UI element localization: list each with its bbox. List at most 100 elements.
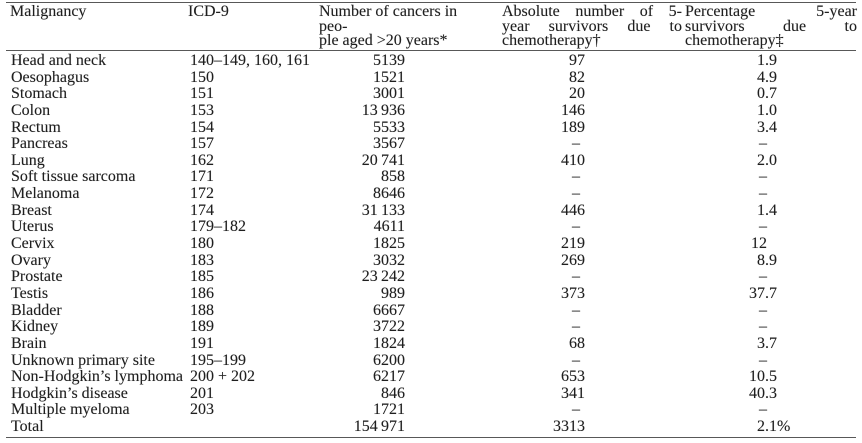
cell-icd9: 195–199 (190, 351, 246, 369)
cell-absolute: – (572, 301, 580, 319)
cell-icd9: 153 (190, 101, 214, 119)
cell-cancers: 154 971 (353, 418, 405, 436)
cell-absolute: 219 (561, 235, 585, 253)
cell-malignancy: Multiple myeloma (11, 401, 130, 419)
cell-absolute: 97 (569, 52, 585, 69)
cell-absolute: 20 (569, 85, 585, 103)
cell-malignancy: Uterus (11, 218, 54, 236)
cell-cancers: 6217 (373, 368, 405, 386)
table-row: Lung 162 20 741 410 2.0 (6, 151, 856, 170)
table-row: Hodgkin’s disease 201 846 341 40.3 (6, 384, 856, 403)
cell-icd9: 185 (190, 268, 214, 286)
cell-percentage: – (759, 185, 767, 203)
header-line: ple aged >20 years* (319, 32, 448, 50)
cell-percentage: – (759, 168, 767, 186)
table-row: Testis 186 989 373 37.7 (6, 284, 856, 303)
table-top-rule (6, 2, 856, 3)
cell-cancers: 1824 (373, 334, 405, 352)
cell-absolute: 410 (561, 151, 585, 169)
cell-icd9: 180 (190, 235, 214, 253)
table-row: Kidney 189 3722 – – (6, 319, 856, 336)
table-row: Non-Hodgkin’s lymphoma 200 + 202 6217 653 10… (6, 369, 856, 386)
cell-absolute: – (572, 185, 580, 203)
table-row: Pancreas 157 3567 – – (6, 136, 856, 153)
cell-icd9: 174 (190, 201, 214, 219)
cell-cancers: 23 242 (361, 268, 405, 286)
cell-percentage: 3.4 (757, 118, 777, 136)
cell-percentage: – (759, 301, 767, 319)
cell-cancers: 3722 (373, 318, 405, 336)
cell-absolute: 446 (561, 201, 585, 219)
cell-malignancy: Rectum (11, 118, 61, 136)
cell-percentage: 12 (751, 235, 767, 253)
cell-icd9: 203 (190, 401, 214, 419)
cell-percentage: 0.7 (757, 85, 777, 103)
cell-absolute: 373 (561, 284, 585, 302)
cell-absolute: 3313 (553, 418, 585, 436)
cell-cancers: 31 133 (361, 201, 405, 219)
cell-absolute: 269 (561, 251, 585, 269)
cell-cancers: 1825 (373, 235, 405, 253)
cell-cancers: 1521 (373, 68, 405, 86)
table-row: Multiple myeloma 203 1721 – – (6, 402, 856, 419)
cell-cancers: 3567 (373, 135, 405, 153)
cell-cancers: 858 (381, 168, 405, 186)
cell-percentage: 10.5 (749, 368, 777, 386)
cell-malignancy: Ovary (11, 251, 51, 269)
cell-absolute: – (572, 318, 580, 336)
cell-percentage: 2.1% (757, 418, 791, 436)
cell-percentage: – (759, 218, 767, 236)
table-body: Head and neck 140–149, 160, 161 5139 97 1.9 O… (6, 52, 856, 436)
cell-malignancy: Prostate (11, 268, 63, 286)
cell-malignancy: Total (11, 418, 44, 436)
header-line: Number of cancers in peo- (319, 3, 458, 35)
cell-malignancy: Breast (11, 201, 52, 219)
cell-absolute: – (572, 401, 580, 419)
cell-cancers: 6667 (373, 301, 405, 319)
table-row: Oesophagus 150 1521 82 4.9 (6, 68, 856, 87)
cell-icd9: 186 (190, 284, 214, 302)
cell-icd9: 201 (190, 384, 214, 402)
cell-absolute: 653 (561, 368, 585, 386)
cell-icd9: 189 (190, 318, 214, 336)
cell-malignancy: Colon (11, 101, 51, 119)
cell-icd9 (190, 419, 319, 436)
cell-icd9: 179–182 (190, 218, 246, 236)
cell-percentage: 1.4 (757, 201, 777, 219)
cell-icd9: 162 (190, 151, 214, 169)
table-row: Ovary 183 3032 269 8.9 (6, 251, 856, 270)
cell-percentage: 2.0 (757, 151, 777, 169)
cell-cancers: 3001 (373, 85, 405, 103)
cell-absolute: 146 (561, 101, 585, 119)
cell-percentage: 40.3 (749, 384, 777, 402)
table-row: Cervix 180 1825 219 12 (6, 235, 856, 253)
table-row: Melanoma 172 8646 – – (6, 185, 856, 203)
column-header-absolute-survivors: Absolute number of 5- year survivors due… (502, 3, 682, 49)
cell-cancers: 8646 (373, 185, 405, 203)
table-header-row: Malignancy ICD-9 Number of cancers in pe… (6, 3, 857, 50)
cell-absolute: 341 (561, 384, 585, 402)
cell-malignancy: Brain (11, 334, 47, 352)
table-row: Rectum 154 5533 189 3.4 (6, 118, 856, 137)
table-row: Breast 174 31 133 446 1.4 (6, 201, 856, 220)
table-bottom-rule (6, 437, 856, 438)
table-row: Stomach 151 3001 20 0.7 (6, 86, 856, 103)
cell-percentage: – (759, 401, 767, 419)
cell-cancers: 20 741 (361, 151, 405, 169)
column-header-percentage-survivors: Percentage 5-year survivors due to chemo… (685, 4, 857, 49)
cell-cancers: 4611 (373, 218, 405, 236)
table-row: Soft tissue sarcoma 171 858 – – (6, 169, 856, 186)
cell-icd9: 191 (190, 334, 214, 352)
cell-malignancy: Testis (11, 284, 49, 302)
cell-cancers: 989 (381, 284, 405, 302)
cell-absolute: 82 (569, 68, 585, 86)
header-line: Absolute number of 5- (502, 3, 682, 20)
cell-cancers: 3032 (373, 251, 405, 269)
cell-icd9: 150 (190, 68, 214, 86)
cell-absolute: 189 (561, 118, 585, 136)
cell-absolute: – (572, 351, 580, 369)
cell-absolute: – (572, 168, 580, 186)
cell-icd9: 200 + 202 (190, 368, 256, 386)
column-header-malignancy: Malignancy (10, 3, 87, 20)
table-row: Bladder 188 6667 – – (6, 301, 856, 320)
